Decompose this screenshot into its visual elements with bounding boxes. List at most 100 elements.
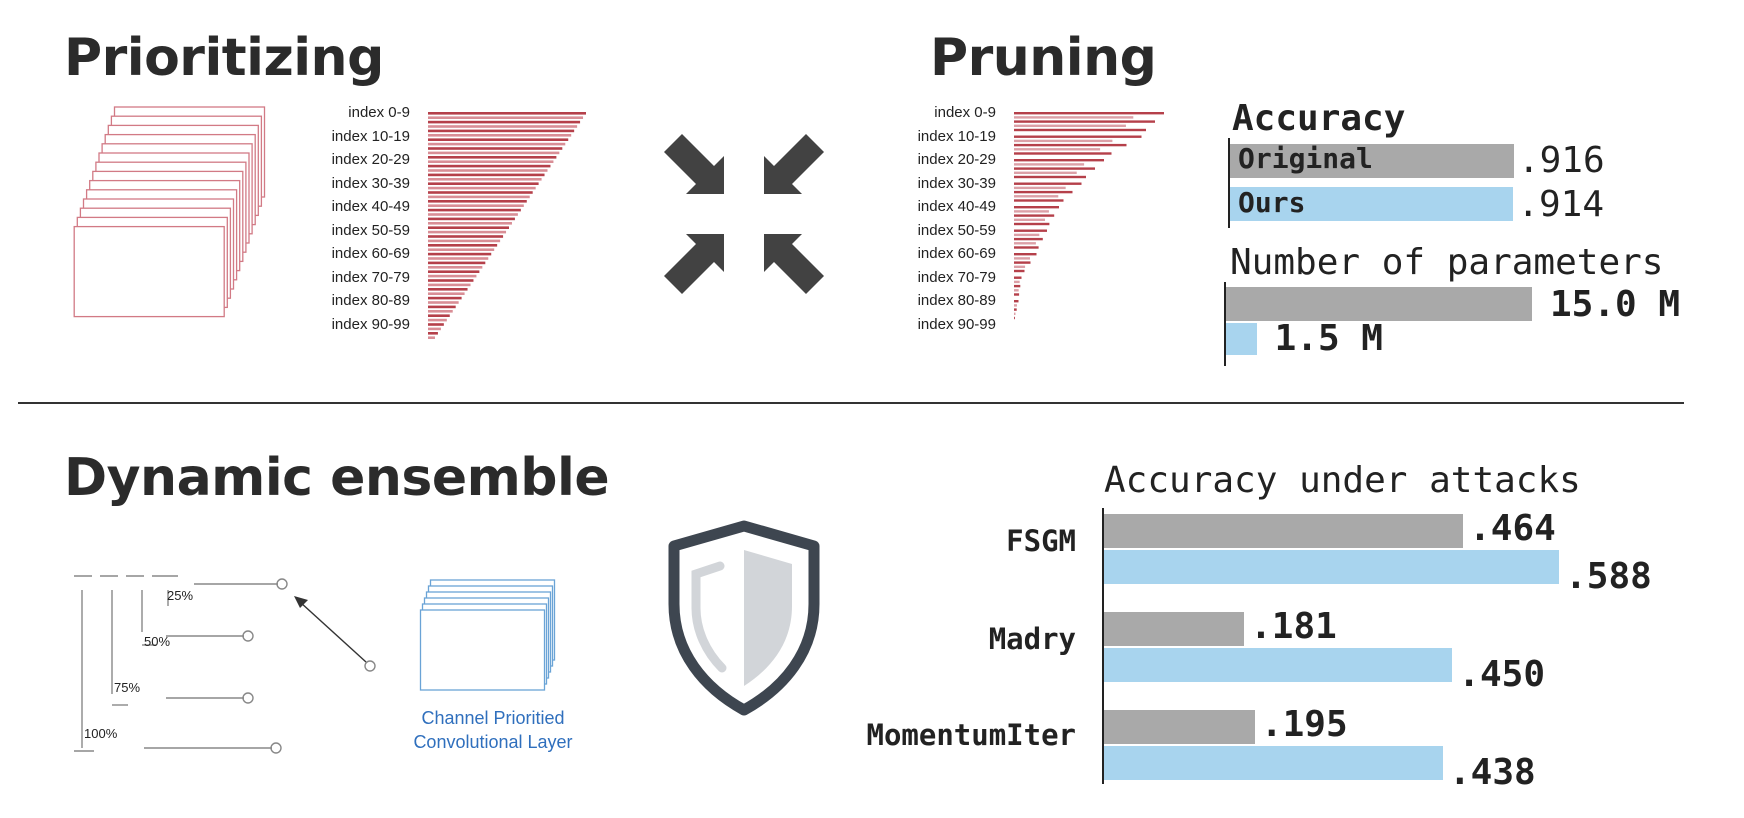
accuracy-bar-ours [1230, 187, 1514, 221]
channel-bar [428, 129, 575, 133]
channel-bar [428, 208, 521, 212]
channel-bar [428, 120, 581, 124]
pruned-channel-bar [1014, 300, 1019, 303]
channel-bar [428, 301, 459, 304]
shield-icon [668, 520, 820, 716]
attack-bar-original [1104, 612, 1245, 646]
channel-bar [428, 279, 474, 282]
channel-bar [428, 266, 483, 269]
conv-rect [419, 609, 546, 691]
channel-bar [428, 134, 572, 137]
attack-bar-ours [1104, 648, 1453, 682]
pruned-channel-bar [1014, 206, 1059, 209]
accuracy-chart-title: Accuracy [1232, 98, 1406, 139]
channel-bar [428, 213, 518, 216]
prioritizing-index-label: index 60-69 [331, 245, 410, 262]
pruned-channel-bar [1014, 182, 1082, 185]
pruned-channel-bar [1014, 261, 1031, 264]
parameters-bar-original [1226, 287, 1532, 321]
pruned-channel-bar [1014, 242, 1036, 245]
channel-bar [428, 252, 492, 256]
channel-bar [428, 156, 557, 159]
channel-bar [428, 327, 441, 331]
channel-bar [428, 336, 435, 339]
pruned-channel-bar [1014, 229, 1047, 232]
pruned-channel-bar [1014, 289, 1019, 292]
channel-bar [428, 323, 444, 326]
pruned-channel-bar [1014, 210, 1049, 213]
prioritizing-title: Prioritizing [64, 28, 384, 88]
pruning-index-label: index 70-79 [917, 268, 996, 286]
ensemble-label-75: 75% [114, 680, 141, 695]
pruned-channel-bar [1014, 233, 1040, 237]
channel-bar [428, 239, 501, 243]
channel-bar [428, 332, 438, 335]
pruned-channel-bar [1014, 293, 1020, 296]
dynamic-ensemble-title: Dynamic ensemble [64, 448, 610, 508]
accuracy-bar-original [1230, 144, 1514, 178]
pruned-channel-bar [1014, 195, 1059, 198]
channel-bar [428, 151, 560, 155]
accuracy-label-ours: Ours [1238, 186, 1306, 219]
attack-value-label: .195 [1260, 704, 1348, 745]
pruned-channel-bar [1014, 112, 1164, 115]
pruned-channel-bar [1014, 253, 1037, 256]
attacks-chart-title: Accuracy under attacks [1104, 460, 1581, 501]
channel-bar [428, 147, 563, 150]
attacks-axis [1102, 508, 1104, 784]
prioritizing-index-label: index 50-59 [331, 221, 410, 239]
channel-bar [428, 191, 533, 194]
accuracy-value-original: .916 [1517, 140, 1605, 181]
prioritizing-index-label: index 80-89 [331, 292, 410, 309]
channel-bar [428, 257, 489, 260]
parameters-value-ours: 1.5 M [1274, 318, 1383, 359]
attack-bar-ours [1104, 550, 1560, 584]
pruned-channel-bar [1014, 128, 1146, 132]
conv-layer-caption-line2: Convolutional Layer [413, 732, 573, 752]
channel-bar [428, 261, 486, 265]
pruning-index-label: index 20-29 [917, 151, 996, 168]
channel-bar [428, 235, 504, 238]
channel-bar [428, 226, 509, 229]
pruned-channel-bar [1014, 143, 1127, 147]
channel-bar [428, 305, 456, 309]
ensemble-label-50: 50% [144, 634, 171, 649]
pruned-channel-bar [1014, 135, 1142, 138]
channel-bar [428, 204, 524, 207]
prioritizing-channel-bars [428, 112, 586, 339]
pruned-channel-bar [1014, 316, 1015, 320]
prioritizing-index-label: index 30-39 [331, 174, 410, 192]
section-divider [18, 402, 1684, 404]
attack-value-label: .450 [1458, 654, 1545, 695]
attack-value-label: .464 [1469, 508, 1556, 549]
pruned-channel-bar [1014, 116, 1134, 119]
attack-value-label: .181 [1250, 606, 1337, 647]
filter-rect [73, 225, 225, 318]
attacks-category-momentumiter: MomentumIter [866, 718, 1076, 752]
pruned-channel-bar [1014, 218, 1045, 221]
pruned-channel-bar [1014, 190, 1073, 194]
channel-bar [428, 314, 450, 317]
channel-bar [428, 217, 515, 221]
pruned-channel-bar [1014, 159, 1104, 162]
pruned-channel-bar [1014, 148, 1101, 151]
pruned-channel-bar [1014, 152, 1112, 155]
channel-bar [428, 182, 539, 185]
attack-value-label: .588 [1565, 556, 1652, 597]
pruned-channel-bar [1014, 312, 1016, 315]
pruned-channel-bar [1014, 308, 1017, 311]
channel-bar [428, 296, 462, 300]
channel-bar [428, 195, 530, 199]
channel-bar [428, 173, 545, 177]
pruning-index-label: index 10-19 [917, 127, 996, 145]
channel-bar [428, 116, 584, 119]
channel-bar [428, 283, 471, 287]
ensemble-label-100: 100% [84, 726, 118, 741]
pruned-channel-bar [1014, 246, 1039, 249]
channel-bar [428, 164, 551, 168]
prioritizing-index-label: index 10-19 [331, 127, 410, 145]
pruned-channel-bar [1014, 222, 1050, 226]
channel-bar [428, 274, 477, 278]
compress-arrows-icon [664, 134, 824, 294]
conv-layer-caption-line1: Channel Prioritied [421, 708, 565, 728]
